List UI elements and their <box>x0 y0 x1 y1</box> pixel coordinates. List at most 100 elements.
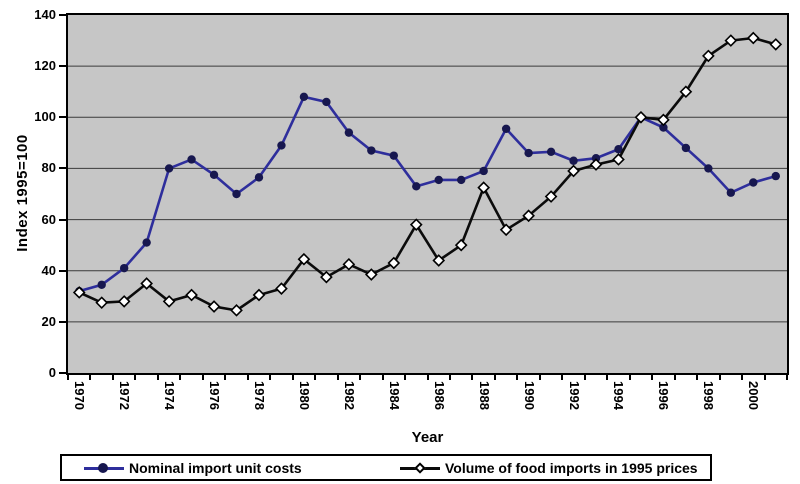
data-point-marker <box>544 190 558 203</box>
data-point-marker <box>97 280 106 289</box>
x-axis-label-1990: 1990 <box>521 381 537 410</box>
x-axis-tick <box>314 375 317 380</box>
x-axis-tick <box>179 375 182 380</box>
x-axis-tick <box>673 375 676 380</box>
data-point-marker <box>322 97 331 107</box>
data-point-marker <box>589 158 603 171</box>
x-axis-label-1988: 1988 <box>476 381 492 410</box>
x-axis-tick <box>67 375 69 380</box>
x-axis-label-1992: 1992 <box>566 381 582 410</box>
data-point-marker <box>771 171 780 181</box>
y-axis-label-60: 60 <box>41 211 56 227</box>
data-point-marker <box>432 254 446 267</box>
data-point-marker <box>591 154 601 163</box>
data-point-marker <box>567 164 580 178</box>
data-point-marker <box>252 288 266 302</box>
data-point-marker <box>704 164 713 173</box>
x-axis-tick <box>561 375 564 380</box>
plot-series-layer <box>68 31 787 323</box>
x-axis-title: Year <box>411 429 444 446</box>
y-axis-tick <box>59 167 66 170</box>
x-axis-tick <box>426 375 429 380</box>
data-point-marker <box>614 145 623 154</box>
data-point-marker <box>679 85 693 99</box>
x-axis-tick <box>651 375 654 380</box>
data-point-marker <box>499 223 513 237</box>
data-point-marker <box>612 153 625 166</box>
data-point-marker <box>232 189 241 199</box>
data-point-marker <box>297 252 311 266</box>
legend-label-nominal: Nominal import unit costs <box>129 459 302 476</box>
data-point-marker <box>749 178 758 187</box>
legend-item-volume: Volume of food imports in 1995 prices <box>400 460 698 476</box>
y-axis-label-80: 80 <box>41 160 56 176</box>
data-point-marker <box>412 182 421 191</box>
data-point-marker <box>387 256 401 270</box>
x-axis-tick <box>224 375 227 380</box>
volume-line-diamond-icon <box>400 461 440 474</box>
y-axis-label-120: 120 <box>34 58 56 74</box>
data-point-marker <box>524 148 533 158</box>
x-axis-tick <box>336 375 339 380</box>
y-axis-label-20: 20 <box>41 313 56 329</box>
x-axis-label-2000: 2000 <box>746 381 762 410</box>
data-point-marker <box>254 173 264 182</box>
data-point-marker <box>522 209 535 223</box>
data-point-marker <box>187 155 196 164</box>
x-axis-label-1970: 1970 <box>72 381 88 410</box>
y-axis-tick <box>59 269 66 272</box>
x-axis-label-1978: 1978 <box>251 381 267 410</box>
x-axis-label-1994: 1994 <box>611 381 627 410</box>
data-point-marker <box>479 166 488 176</box>
x-axis-tick <box>471 375 474 380</box>
data-point-marker <box>569 156 578 165</box>
x-axis-tick <box>134 375 137 380</box>
y-axis-label-140: 140 <box>34 7 56 22</box>
x-axis-tick <box>269 375 272 380</box>
x-axis-label-1972: 1972 <box>117 381 133 410</box>
data-point-marker <box>320 270 333 284</box>
data-point-marker <box>207 300 221 313</box>
data-point-marker <box>434 175 443 185</box>
x-axis-tick <box>448 375 451 380</box>
x-axis-label-1982: 1982 <box>341 381 357 410</box>
y-axis-tick <box>59 372 66 374</box>
y-axis-tick <box>59 320 66 323</box>
data-point-marker <box>117 295 131 308</box>
x-axis-tick <box>516 375 519 380</box>
data-point-marker <box>95 296 109 310</box>
x-axis-label-1986: 1986 <box>431 381 447 410</box>
x-axis-label-1976: 1976 <box>207 381 223 410</box>
data-point-marker <box>702 49 715 63</box>
data-point-marker <box>164 164 174 173</box>
data-point-marker <box>454 238 468 252</box>
x-axis-tick <box>583 375 586 380</box>
x-axis-tick <box>201 375 204 380</box>
x-axis-tick <box>359 375 362 380</box>
data-point-marker <box>275 282 288 295</box>
data-point-marker <box>277 141 286 150</box>
y-axis-tick <box>59 116 66 119</box>
x-axis-label-1980: 1980 <box>296 381 312 410</box>
x-axis-tick <box>628 375 631 380</box>
x-axis-tick <box>741 375 744 380</box>
series-line-1 <box>78 95 777 293</box>
data-point-marker <box>769 38 783 51</box>
x-axis-tick <box>493 375 496 380</box>
data-point-marker <box>726 188 736 197</box>
data-point-marker <box>546 147 556 157</box>
data-point-marker <box>409 218 423 232</box>
x-axis-tick <box>156 375 159 380</box>
data-point-marker <box>142 238 151 247</box>
x-axis-label-1998: 1998 <box>701 381 717 410</box>
data-point-marker <box>634 110 648 124</box>
x-axis-tick <box>786 375 788 380</box>
x-axis-label-1974: 1974 <box>162 381 178 410</box>
x-axis-label-1984: 1984 <box>386 381 402 410</box>
x-axis-tick <box>381 375 384 380</box>
data-point-marker <box>209 170 219 180</box>
data-point-marker <box>367 146 376 155</box>
y-axis-label-40: 40 <box>41 262 56 278</box>
plot-area <box>66 13 789 375</box>
